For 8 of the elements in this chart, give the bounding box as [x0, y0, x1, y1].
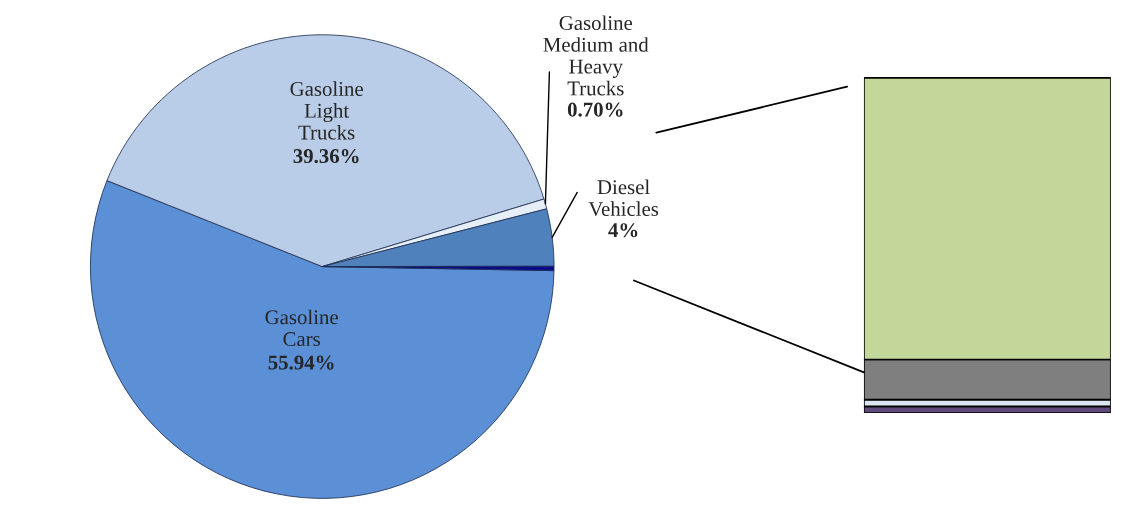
data-label: 0.70% [567, 102, 623, 117]
data-label: 55.94% [268, 355, 334, 370]
slice-label: Gasoline Light Trucks [290, 81, 363, 140]
slice-label: Gasoline Medium and Heavy Trucks [543, 15, 649, 96]
slice-label: Gasoline Cars [265, 309, 338, 347]
data-label: 39.36% [293, 149, 359, 164]
slice-label: Diesel Vehicles [588, 179, 659, 217]
data-label: 4% [608, 223, 638, 238]
